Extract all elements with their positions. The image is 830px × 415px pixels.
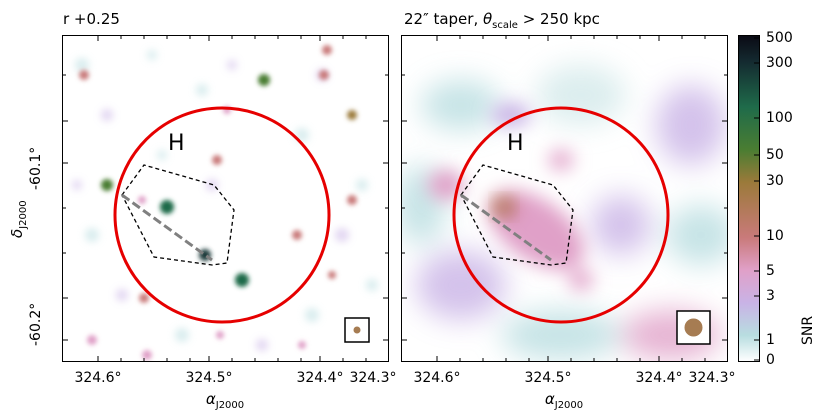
relic-axis-line xyxy=(460,193,552,262)
region-circle xyxy=(452,106,670,324)
beam-ellipse xyxy=(684,318,703,337)
dashed-region-polygon xyxy=(121,164,235,266)
colorbar-tick-3: 3 xyxy=(766,288,775,304)
colorbar-tick-300: 300 xyxy=(766,55,793,71)
colorbar-tick-1: 1 xyxy=(766,332,775,348)
x-tick-left-2: 324.4° xyxy=(296,370,344,386)
colorbar-tick-10: 10 xyxy=(766,228,784,244)
colorbar-tick-500: 500 xyxy=(766,30,793,46)
x-tick-left-1: 324.5° xyxy=(185,370,233,386)
y-axis-label: δJ2000 xyxy=(8,200,29,238)
x-tick-right-3: 324.3° xyxy=(688,370,736,386)
x-tick-right-2: 324.4° xyxy=(635,370,683,386)
beam-ellipse xyxy=(353,326,361,334)
colorbar-tick-30: 30 xyxy=(766,173,784,189)
region-label-h: H xyxy=(168,131,185,156)
x-axis-label-right: αJ2000 xyxy=(544,390,584,411)
region-label-h: H xyxy=(507,131,524,156)
x-tick-left-3: 324.3° xyxy=(349,370,397,386)
right-panel-title: 22″ taper, θscale > 250 kpc xyxy=(404,10,600,31)
x-axis-label-left: αJ2000 xyxy=(205,390,245,411)
colorbar-tick-5: 5 xyxy=(766,263,775,279)
left-panel-title: r +0.25 xyxy=(63,10,120,28)
x-tick-left-0: 324.6° xyxy=(74,370,122,386)
relic-emission xyxy=(428,103,593,290)
x-tick-right-1: 324.5° xyxy=(524,370,572,386)
relic-axis-line xyxy=(121,193,213,262)
colorbar-label: SNR xyxy=(800,315,816,345)
colorbar xyxy=(738,35,760,362)
colorbar-tick-100: 100 xyxy=(766,110,793,126)
colorbar-tick-0: 0 xyxy=(766,352,775,368)
colorbar-tick-50: 50 xyxy=(766,147,784,163)
point-sources xyxy=(79,45,357,360)
y-tick-1: -60.2° xyxy=(28,302,44,346)
x-tick-right-0: 324.6° xyxy=(413,370,461,386)
dashed-region-polygon xyxy=(460,164,574,266)
beam-box xyxy=(676,310,711,345)
right-image-panel: H xyxy=(401,35,728,362)
y-tick-0: -60.1° xyxy=(28,146,44,190)
region-circle xyxy=(113,106,331,324)
left-image-panel: H xyxy=(62,35,389,362)
